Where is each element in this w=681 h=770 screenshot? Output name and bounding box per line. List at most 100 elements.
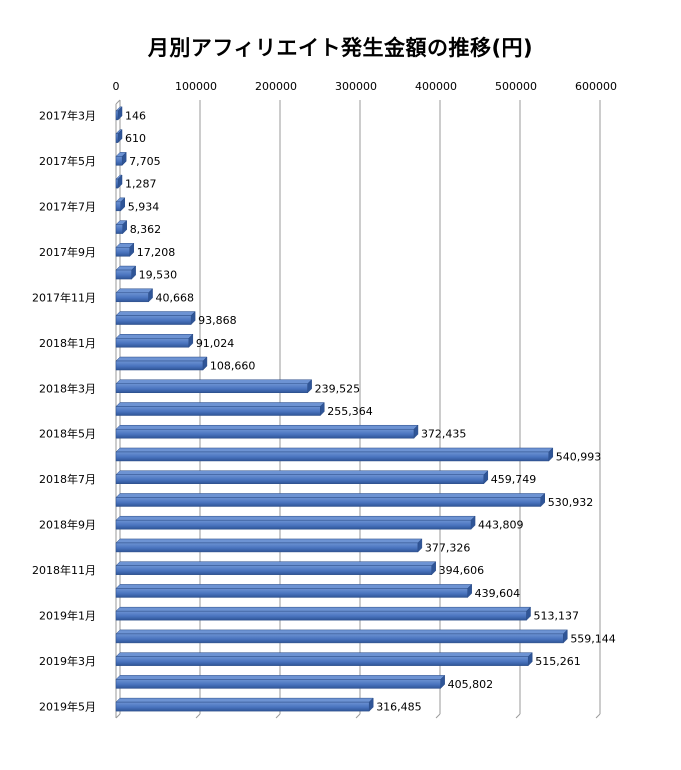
bar [115, 519, 472, 530]
gridline-foot [435, 713, 441, 719]
x-tick-label: 600000 [575, 80, 617, 93]
data-label: 255,364 [327, 405, 373, 418]
data-label: 108,660 [210, 360, 256, 373]
data-label: 316,485 [376, 701, 422, 714]
category-label: 2017年9月 [39, 245, 96, 259]
x-tick-label: 500000 [495, 80, 537, 93]
data-label: 5,934 [128, 200, 159, 213]
bars [115, 106, 568, 712]
x-tick-label: 300000 [335, 80, 377, 93]
data-label: 443,809 [478, 519, 524, 532]
gridline-foot [515, 713, 521, 719]
bar [115, 565, 432, 575]
bar [115, 610, 527, 621]
gridline-foot [115, 713, 121, 719]
bar-top [115, 288, 154, 294]
data-label: 439,604 [475, 587, 521, 600]
bar [115, 451, 550, 462]
data-label: 93,868 [198, 314, 237, 327]
x-tick-label: 400000 [415, 80, 457, 93]
category-label: 2018年5月 [39, 427, 96, 441]
x-tick-label: 0 [113, 80, 120, 93]
bar-top [115, 652, 533, 657]
gridline-foot [195, 713, 201, 719]
y-axis-top [115, 99, 121, 105]
bar-top [115, 629, 568, 635]
bar-top [115, 675, 446, 680]
data-label: 540,993 [556, 450, 602, 463]
data-label: 1,287 [125, 178, 157, 191]
bar [115, 406, 321, 416]
x-tick-label: 100000 [175, 80, 217, 93]
bar-top [115, 447, 554, 453]
x-tick-label: 200000 [255, 80, 297, 93]
chart-title: 月別アフィリエイト発生金額の推移(円) [147, 36, 534, 60]
bar-top [115, 424, 419, 430]
bar-top [115, 561, 437, 566]
bar [115, 542, 419, 553]
data-label: 91,024 [196, 337, 235, 350]
data-label: 394,606 [439, 564, 485, 577]
bar [115, 133, 119, 143]
bar [115, 656, 529, 666]
category-label: 2019年3月 [39, 654, 96, 668]
bar [115, 428, 415, 439]
category-label: 2017年7月 [39, 199, 96, 213]
bar [115, 315, 192, 325]
category-label: 2018年9月 [39, 518, 96, 532]
bar-top [115, 402, 325, 407]
gridline-foot [595, 713, 601, 719]
bar [115, 679, 441, 689]
category-label: 2018年7月 [39, 472, 96, 486]
data-label: 610 [125, 132, 146, 145]
data-label: 530,932 [548, 496, 594, 509]
data-label: 17,208 [137, 246, 176, 259]
bar [115, 474, 485, 484]
data-label: 377,326 [425, 541, 471, 554]
bar-top [115, 356, 208, 362]
bar [115, 338, 190, 348]
category-label: 2019年5月 [39, 700, 96, 714]
bar [115, 360, 204, 371]
data-label: 239,525 [315, 382, 361, 395]
data-label: 19,530 [139, 269, 178, 282]
data-label: 372,435 [421, 428, 467, 441]
bar-top [115, 538, 423, 544]
bar [115, 292, 149, 303]
bar-top [115, 584, 473, 589]
data-label: 40,668 [156, 291, 195, 304]
category-label: 2019年1月 [39, 609, 96, 623]
bar-top [115, 515, 476, 521]
data-label: 7,705 [129, 155, 161, 168]
bar [115, 633, 564, 644]
bar-top [115, 334, 194, 339]
bar [115, 178, 119, 189]
bar-top [115, 470, 489, 475]
category-label: 2017年3月 [39, 108, 96, 122]
category-label: 2018年11月 [32, 563, 96, 577]
gridline-foot [275, 713, 281, 719]
bar-top [115, 697, 374, 703]
data-label: 513,137 [534, 610, 580, 623]
bar [115, 224, 123, 234]
data-label: 146 [125, 109, 146, 122]
bar-top [115, 379, 313, 385]
bar-top [115, 606, 532, 612]
data-label: 405,802 [448, 678, 494, 691]
category-label: 2018年1月 [39, 336, 96, 350]
data-label: 459,749 [491, 473, 537, 486]
bar [115, 701, 370, 712]
bar [115, 497, 541, 507]
bar [115, 383, 308, 394]
data-label: 8,362 [130, 223, 162, 236]
data-label: 559,144 [570, 632, 616, 645]
bar [115, 156, 123, 166]
bar [115, 110, 119, 121]
category-label: 2017年5月 [39, 154, 96, 168]
category-label: 2017年11月 [32, 290, 96, 304]
bar [115, 269, 132, 280]
category-label: 2018年3月 [39, 381, 96, 395]
data-label: 515,261 [535, 655, 581, 668]
